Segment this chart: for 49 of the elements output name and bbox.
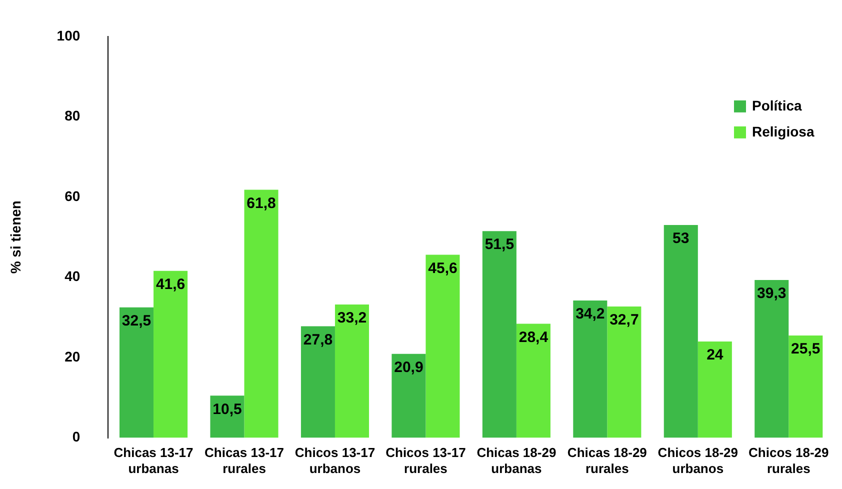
- x-tick-label: Chicos 13-17 rurales: [386, 445, 466, 476]
- y-tick-label: 100: [56, 27, 80, 44]
- bar: [607, 306, 642, 438]
- data-label: 20,9: [394, 359, 424, 376]
- data-label: 61,8: [246, 194, 276, 212]
- bar: [154, 270, 188, 438]
- y-axis-title: % si tienen: [7, 200, 24, 274]
- data-label: 32,7: [610, 312, 639, 329]
- y-tick-label: 60: [64, 188, 80, 204]
- x-tick-label: Chicas 13-17 urbanas: [114, 445, 194, 476]
- bar: [210, 396, 244, 438]
- bar: [788, 335, 823, 438]
- data-label: 25,5: [791, 340, 820, 358]
- bar: [334, 304, 370, 438]
- x-tick-label: Chicos 18-29 urbanos: [658, 445, 738, 476]
- bar: [754, 280, 789, 438]
- data-label: 34,2: [576, 306, 605, 323]
- x-tick-label: Chicas 18-29 urbanas: [476, 445, 556, 476]
- bar: [573, 300, 608, 438]
- bar: [482, 231, 516, 438]
- bar: [516, 324, 550, 438]
- data-label: 10,5: [212, 400, 242, 418]
- data-label: 51,5: [484, 236, 514, 254]
- data-label: 28,4: [518, 328, 549, 346]
- x-tick-label: Chicas 18-29 rurales: [567, 445, 647, 476]
- y-tick-label: 0: [72, 428, 80, 445]
- data-label: 27,8: [303, 331, 333, 348]
- y-tick-label: 40: [64, 268, 80, 284]
- y-tick-label: 80: [64, 108, 80, 124]
- data-label: 33,2: [337, 310, 367, 327]
- x-tick-label: Chicos 13-17 urbanos: [294, 445, 376, 476]
- legend-label: Religiosa: [752, 123, 814, 140]
- legend-label: Política: [752, 97, 802, 114]
- bar: [698, 341, 732, 438]
- bar: [426, 254, 460, 438]
- bar: [244, 190, 278, 438]
- data-label: 45,6: [428, 260, 458, 277]
- bar: [300, 326, 335, 438]
- data-label: 32,5: [122, 312, 152, 330]
- bar: [664, 225, 698, 438]
- bar: [392, 354, 426, 438]
- bar: [120, 307, 154, 438]
- data-label: 24: [706, 346, 724, 364]
- x-tick-label: Chicos 18-29 rurales: [748, 445, 829, 476]
- data-label: 53: [672, 230, 690, 248]
- data-label: 39,3: [757, 285, 786, 302]
- y-tick-label: 20: [64, 348, 80, 364]
- x-tick-label: Chicas 13-17 rurales: [204, 445, 284, 476]
- data-label: 41,6: [156, 276, 186, 293]
